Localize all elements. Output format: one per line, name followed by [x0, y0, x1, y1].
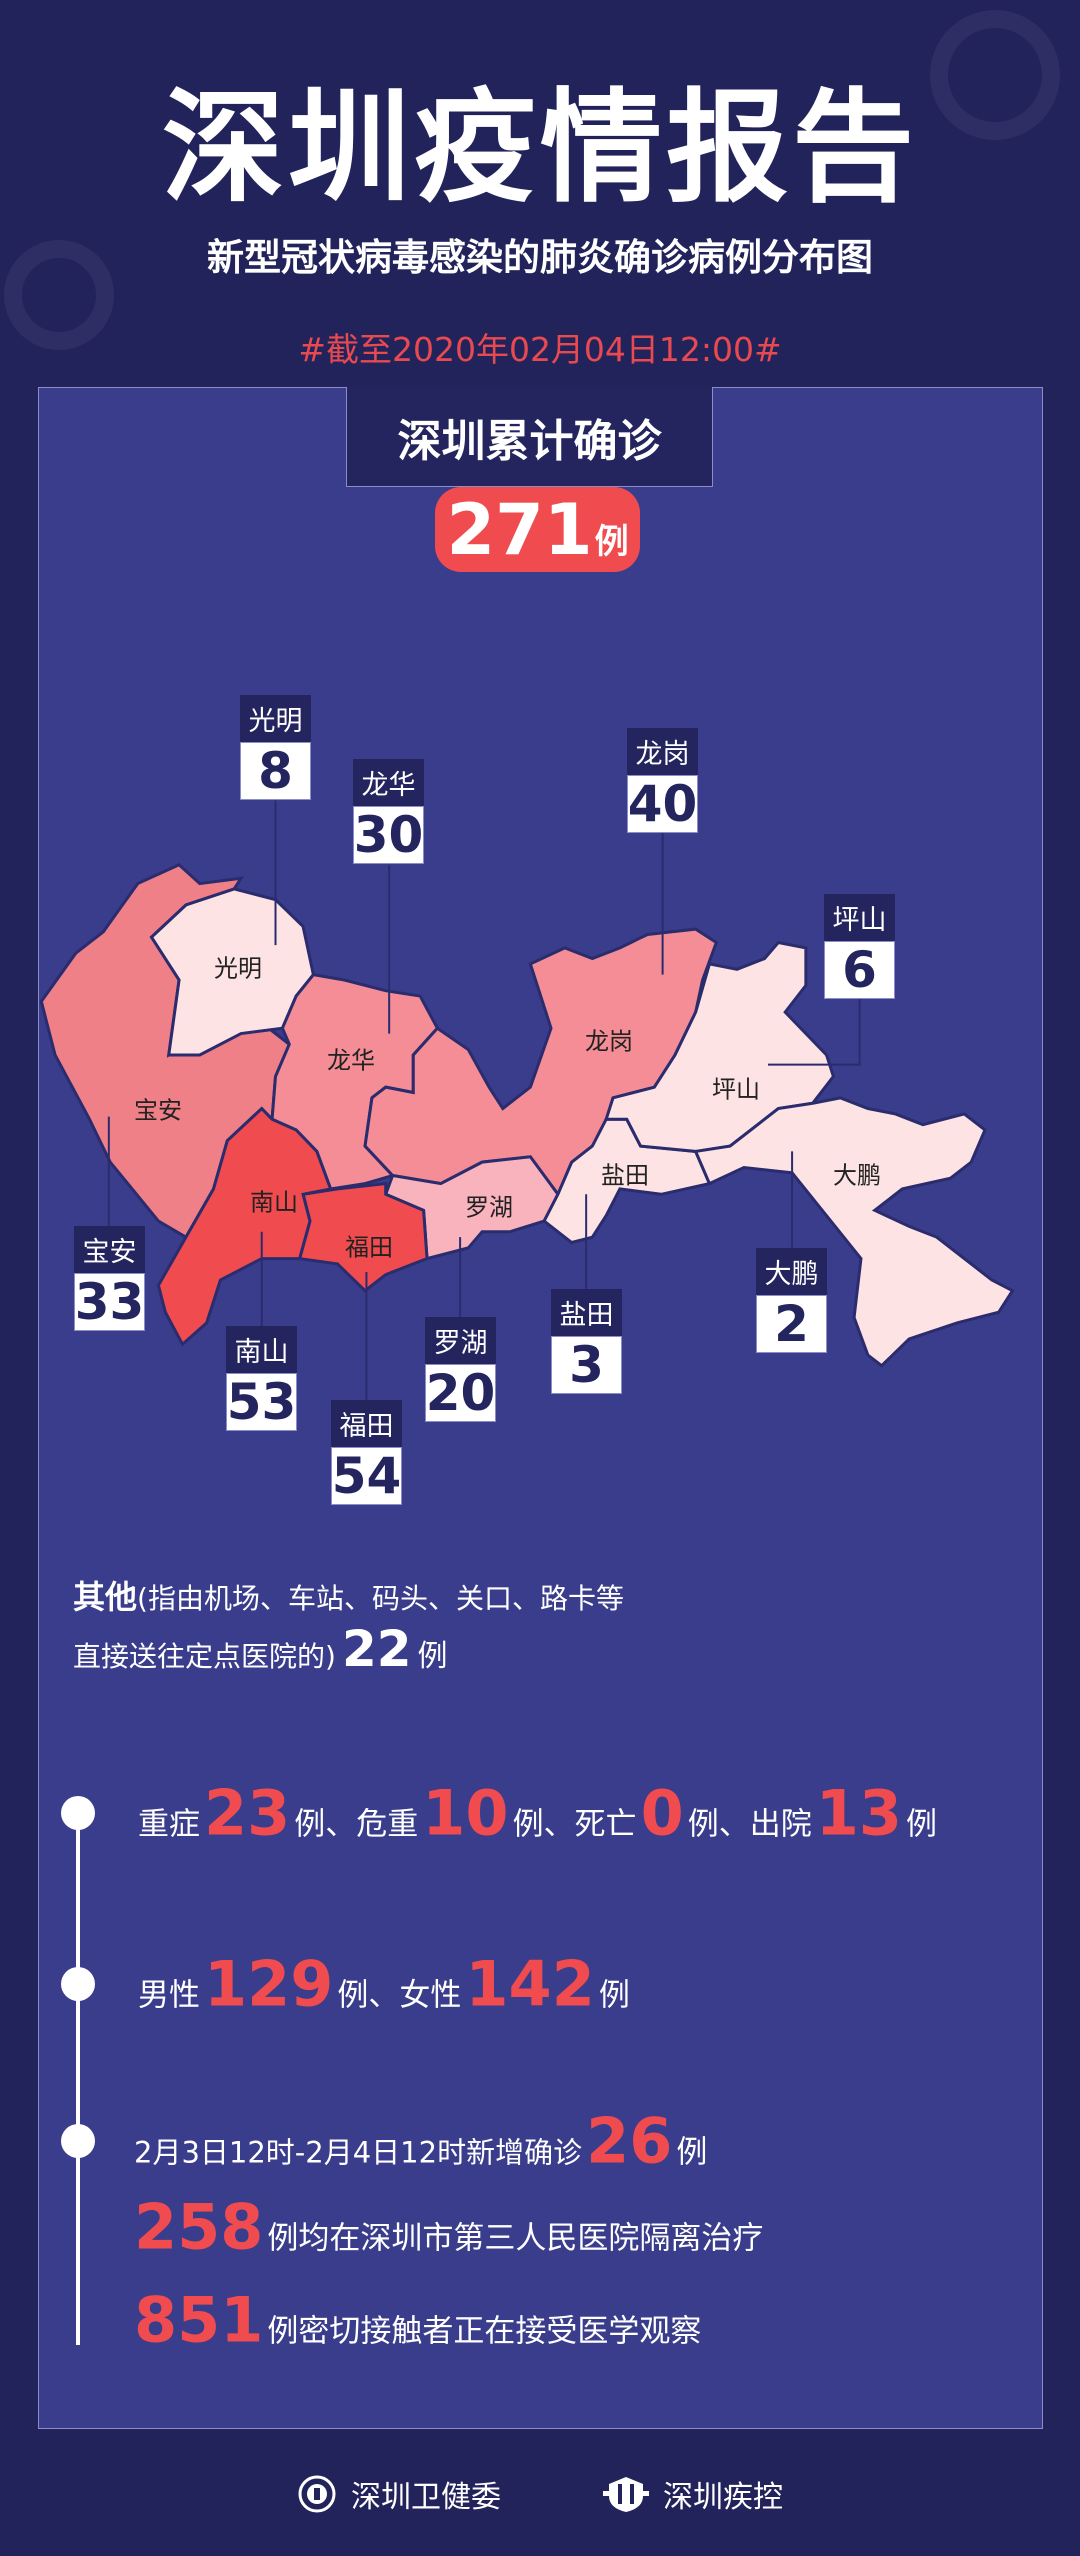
- map-label-baoan: 宝安: [134, 1096, 182, 1125]
- male-label: 男性: [138, 1977, 200, 2014]
- discharged-value: 13: [815, 1776, 902, 1850]
- callout-name: 宝安: [74, 1226, 145, 1273]
- map-label-guangming: 光明: [214, 954, 262, 983]
- contacts-label: 例密切接触者正在接受医学观察: [267, 2313, 702, 2350]
- timeline-dot: [61, 1796, 95, 1830]
- other-note-2: 直接送往定点医院的): [73, 1640, 336, 1673]
- region-dapeng: [696, 1098, 1013, 1366]
- footer-org-2-name: 深圳疾控: [663, 2480, 783, 2515]
- callout-name: 光明: [240, 695, 311, 742]
- callout-name: 福田: [331, 1400, 402, 1447]
- timeline-dot: [61, 1967, 95, 2001]
- unit-label: 例: [905, 1806, 937, 1843]
- map-label-dapeng: 大鹏: [833, 1161, 881, 1190]
- leader-lines: [109, 801, 860, 1401]
- discharged-label: 例、出院: [687, 1806, 812, 1843]
- page-subtitle: 新型冠状病毒感染的肺炎确诊病例分布图: [207, 236, 873, 279]
- health-commission-logo-icon: [298, 2475, 336, 2513]
- page-title: 深圳疫情报告: [162, 77, 918, 219]
- callout-guangming: 光明 8: [240, 695, 311, 800]
- new-label: 2月3日12时-2月4日12时新增确诊: [134, 2135, 583, 2170]
- callout-name: 大鹏: [756, 1248, 827, 1295]
- total-label: 深圳累计确诊: [346, 387, 713, 487]
- footer-org-1: 深圳卫健委: [297, 2472, 501, 2516]
- unit-label: 例: [598, 1977, 630, 2014]
- total-badge: 271 例: [435, 487, 640, 572]
- content-panel: [38, 387, 1043, 2429]
- contacts-stats: 851 例密切接触者正在接受医学观察: [134, 2284, 701, 2357]
- callout-count: 8: [240, 742, 311, 800]
- footer-org-2: 深圳疾控: [603, 2472, 783, 2516]
- other-label: 其他: [73, 1578, 138, 1616]
- severe-value: 23: [204, 1776, 291, 1850]
- new-value: 26: [586, 2104, 673, 2178]
- callout-count: 40: [627, 775, 698, 833]
- map-label-futian: 福田: [345, 1233, 393, 1262]
- callout-count: 54: [331, 1447, 402, 1505]
- report-date: #截至2020年02月04日12:00#: [298, 330, 782, 369]
- callout-name: 龙岗: [627, 728, 698, 775]
- other-note-1: (指由机场、车站、码头、关口、路卡等: [137, 1582, 624, 1615]
- cdc-logo-icon: [603, 2477, 649, 2512]
- callout-luohu: 罗湖 20: [425, 1317, 496, 1422]
- hospital-label: 例均在深圳市第三人民医院隔离治疗: [267, 2220, 764, 2257]
- callout-count: 3: [551, 1336, 622, 1394]
- hospital-stats: 258 例均在深圳市第三人民医院隔离治疗: [134, 2191, 763, 2264]
- callout-baoan: 宝安 33: [74, 1226, 145, 1331]
- timeline-dot: [61, 2124, 95, 2158]
- map-label-luohu: 罗湖: [465, 1193, 513, 1222]
- other-unit: 例: [417, 1639, 448, 1674]
- severity-stats: 重症 23 例、危重 10 例、死亡 0 例、出院 13 例: [138, 1777, 937, 1850]
- female-label: 例、女性: [337, 1977, 462, 2014]
- female-value: 142: [465, 1947, 595, 2021]
- callout-futian: 福田 54: [331, 1400, 402, 1505]
- region-nanshan: [158, 1109, 330, 1345]
- severe-label: 重症: [138, 1806, 200, 1843]
- callout-name: 盐田: [551, 1289, 622, 1336]
- callout-longhua: 龙华 30: [353, 759, 424, 864]
- footer-org-1-name: 深圳卫健委: [351, 2480, 501, 2515]
- callout-name: 南山: [226, 1326, 297, 1373]
- callout-count: 53: [226, 1373, 297, 1431]
- callout-pingshan: 坪山 6: [824, 894, 895, 999]
- other-value: 22: [341, 1620, 412, 1678]
- death-label: 例、死亡: [512, 1806, 637, 1843]
- timeline-line: [76, 1813, 80, 2345]
- callout-count: 33: [74, 1273, 145, 1331]
- other-line-2: 直接送往定点医院的) 22 例: [73, 1620, 448, 1678]
- callout-name: 龙华: [353, 759, 424, 806]
- map-label-longgang: 龙岗: [585, 1027, 633, 1056]
- callout-count: 6: [824, 941, 895, 999]
- shenzhen-map: [0, 680, 1080, 1520]
- hospital-value: 258: [134, 2190, 264, 2264]
- callout-count: 20: [425, 1364, 496, 1422]
- map-label-yantian: 盐田: [601, 1161, 649, 1190]
- callout-nanshan: 南山 53: [226, 1326, 297, 1431]
- unit-label: 例: [676, 2134, 708, 2171]
- callout-count: 2: [756, 1295, 827, 1353]
- total-value: 271: [446, 488, 593, 571]
- male-value: 129: [204, 1947, 334, 2021]
- callout-yantian: 盐田 3: [551, 1289, 622, 1394]
- callout-count: 30: [353, 806, 424, 864]
- new-cases: 2月3日12时-2月4日12时新增确诊 26 例: [134, 2105, 707, 2178]
- map-label-longhua: 龙华: [327, 1046, 375, 1075]
- critical-label: 例、危重: [294, 1806, 419, 1843]
- callout-dapeng: 大鹏 2: [756, 1248, 827, 1353]
- death-value: 0: [640, 1776, 684, 1850]
- critical-value: 10: [422, 1776, 509, 1850]
- callout-name: 罗湖: [425, 1317, 496, 1364]
- map-label-pingshan: 坪山: [712, 1075, 760, 1104]
- gender-stats: 男性 129 例、女性 142 例: [138, 1948, 630, 2021]
- callout-longgang: 龙岗 40: [627, 728, 698, 833]
- callout-name: 坪山: [824, 894, 895, 941]
- other-line-1: 其他 (指由机场、车站、码头、关口、路卡等: [73, 1572, 624, 1618]
- contacts-value: 851: [134, 2283, 264, 2357]
- map-label-nanshan: 南山: [250, 1188, 298, 1217]
- total-unit: 例: [594, 522, 629, 562]
